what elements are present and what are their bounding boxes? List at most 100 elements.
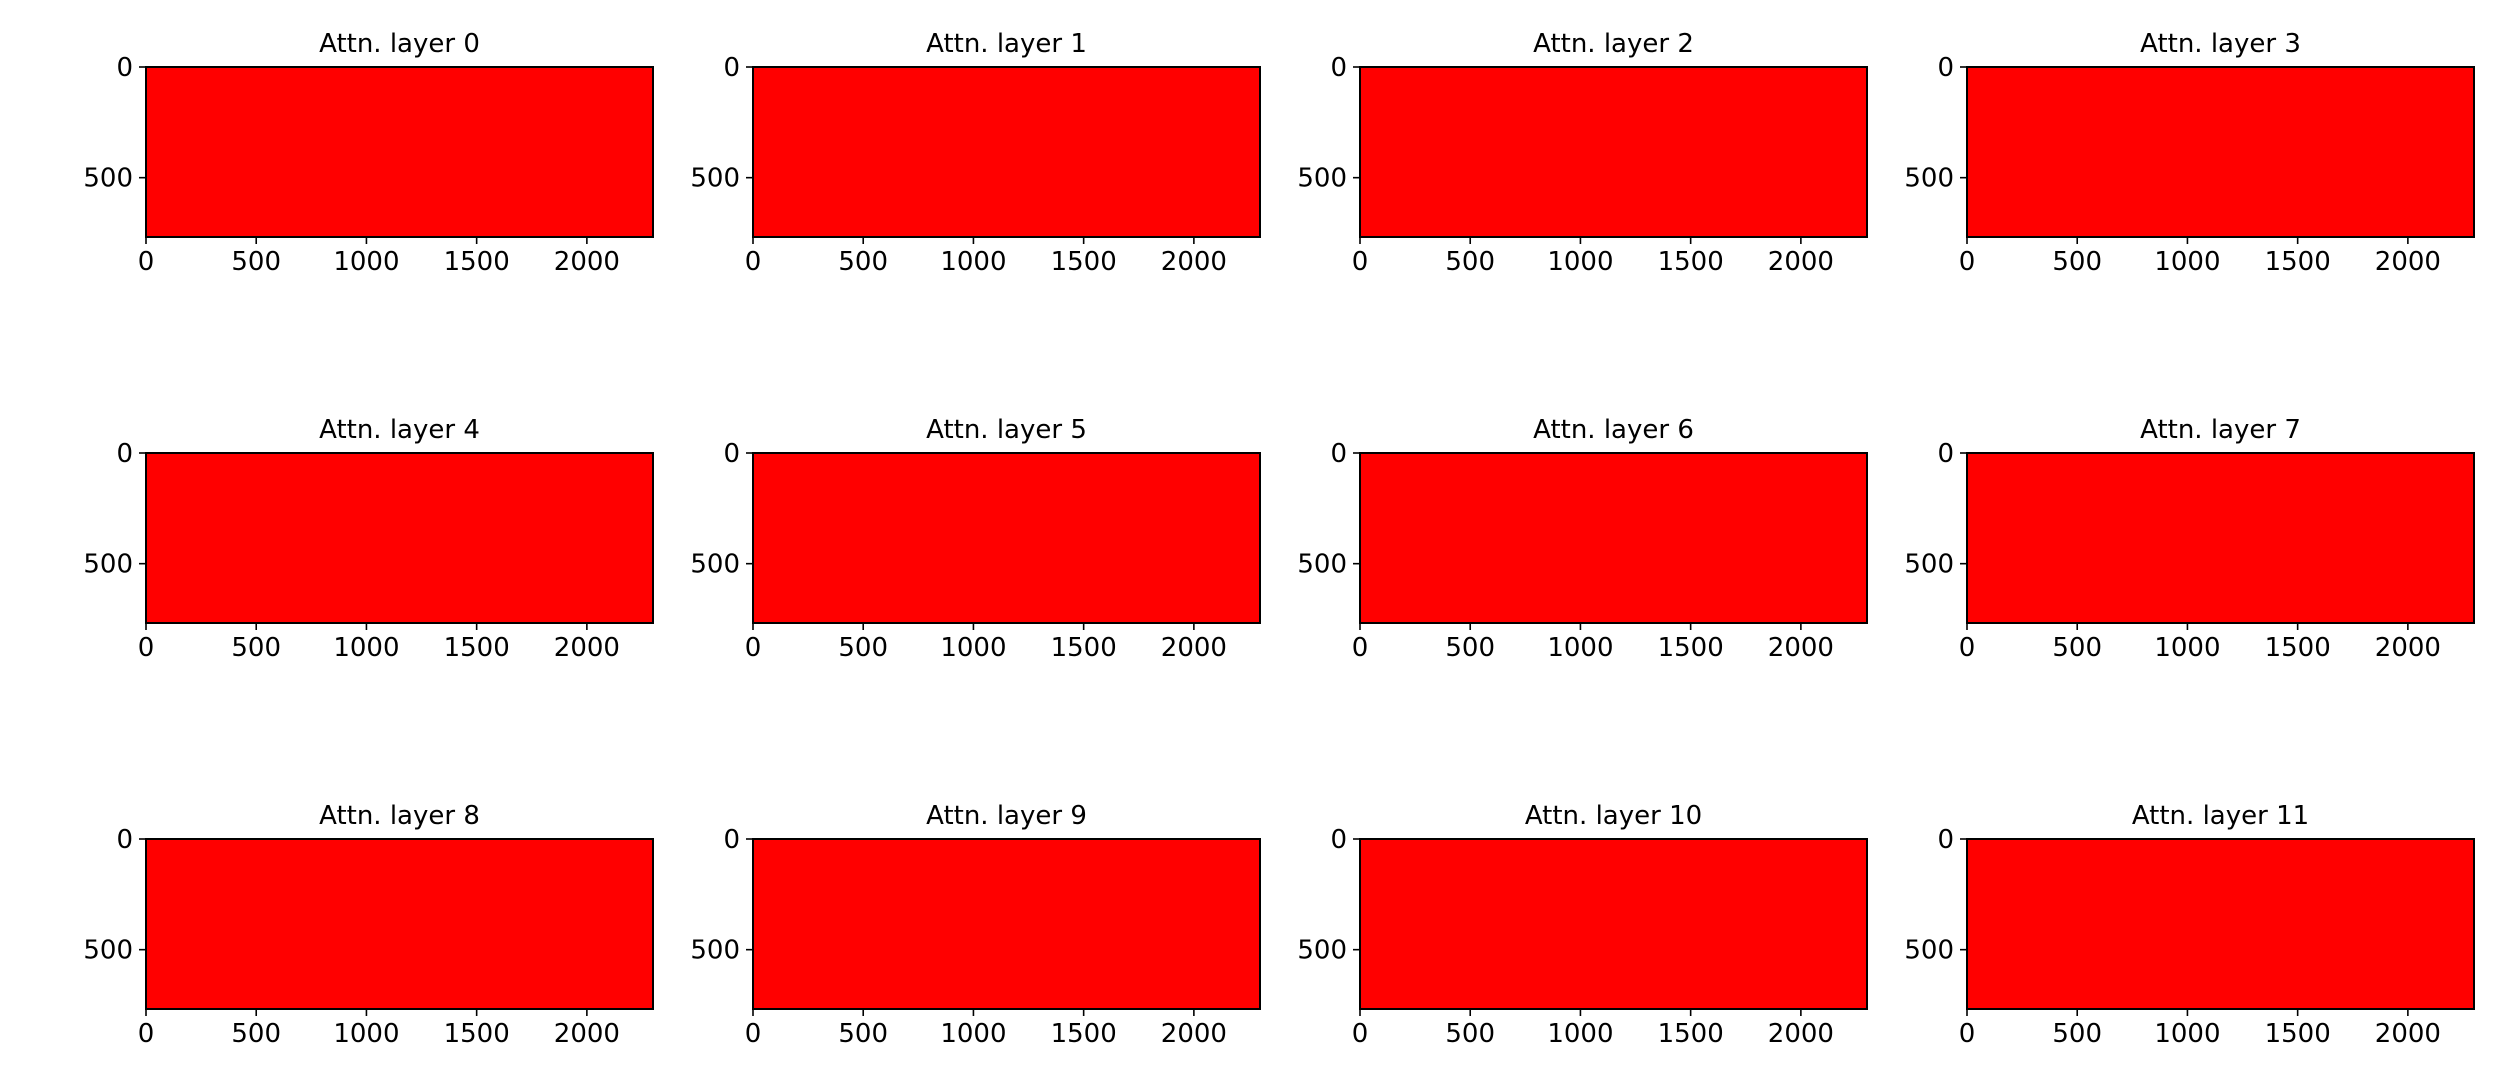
x-tick-label: 1000	[333, 633, 399, 663]
attention-heatmap	[1360, 453, 1867, 623]
x-tick-label: 2000	[1768, 1019, 1834, 1049]
attention-heatmap	[753, 67, 1260, 237]
x-tick-label: 1500	[444, 247, 510, 277]
x-tick-label: 2000	[554, 1019, 620, 1049]
x-tick-label: 500	[231, 247, 281, 277]
x-tick-label: 0	[745, 1019, 762, 1049]
y-tick-label: 0	[1330, 825, 1347, 855]
x-tick-label: 1000	[1547, 633, 1613, 663]
attention-panel-11: Attn. layer 11 0 500 1000 1500 2000 0 500	[1904, 801, 2475, 1049]
y-tick-label: 0	[1330, 53, 1347, 83]
panel-title: Attn. layer 9	[926, 801, 1087, 831]
x-tick-label: 1000	[1547, 247, 1613, 277]
y-tick-label: 0	[1937, 439, 1954, 469]
x-tick-label: 0	[138, 633, 155, 663]
attention-heatmap	[146, 453, 653, 623]
attention-panel-0: Attn. layer 0 0 500 1000 1500 2000 0 500	[83, 29, 654, 277]
attention-panel-10: Attn. layer 10 0 500 1000 1500 2000 0 500	[1297, 801, 1868, 1049]
attention-panel-2: Attn. layer 2 0 500 1000 1500 2000 0 500	[1297, 29, 1868, 277]
x-tick-label: 1500	[1658, 633, 1724, 663]
x-tick-label: 500	[838, 1019, 888, 1049]
attention-panel-4: Attn. layer 4 0 500 1000 1500 2000 0 500	[83, 415, 654, 663]
x-tick-label: 0	[745, 633, 762, 663]
x-tick-label: 0	[1352, 1019, 1369, 1049]
y-tick-label: 500	[83, 550, 133, 580]
panel-title: Attn. layer 3	[2140, 29, 2301, 59]
x-tick-label: 2000	[1161, 247, 1227, 277]
y-tick-label: 500	[690, 164, 740, 194]
x-tick-label: 1500	[444, 1019, 510, 1049]
x-tick-label: 2000	[1768, 633, 1834, 663]
axes-frame	[1359, 452, 1868, 624]
x-tick-label: 2000	[2375, 1019, 2441, 1049]
y-tick-label: 500	[1904, 936, 1954, 966]
x-tick-label: 0	[1352, 247, 1369, 277]
x-tick-label: 0	[1959, 1019, 1976, 1049]
x-tick-label: 500	[2052, 633, 2102, 663]
x-tick-label: 2000	[1161, 633, 1227, 663]
attention-heatmap	[753, 453, 1260, 623]
axes-frame	[752, 838, 1261, 1010]
x-tick-label: 1000	[940, 633, 1006, 663]
attention-panel-6: Attn. layer 6 0 500 1000 1500 2000 0 500	[1297, 415, 1868, 663]
y-tick-label: 0	[1937, 53, 1954, 83]
attention-panel-7: Attn. layer 7 0 500 1000 1500 2000 0 500	[1904, 415, 2475, 663]
attention-heatmap	[1360, 67, 1867, 237]
attention-panel-3: Attn. layer 3 0 500 1000 1500 2000 0 500	[1904, 29, 2475, 277]
panel-title: Attn. layer 8	[319, 801, 480, 831]
axes-frame	[1359, 66, 1868, 238]
y-tick-label: 0	[116, 53, 133, 83]
x-tick-label: 500	[231, 633, 281, 663]
axes-frame	[145, 838, 654, 1010]
attention-panel-1: Attn. layer 1 0 500 1000 1500 2000 0 500	[690, 29, 1261, 277]
attention-heatmap	[146, 67, 653, 237]
x-tick-label: 0	[138, 1019, 155, 1049]
attention-panel-5: Attn. layer 5 0 500 1000 1500 2000 0 500	[690, 415, 1261, 663]
x-tick-label: 1000	[2154, 633, 2220, 663]
attention-heatmap	[1967, 453, 2474, 623]
panel-title: Attn. layer 6	[1533, 415, 1694, 445]
y-tick-label: 500	[1297, 164, 1347, 194]
axes-frame	[1359, 838, 1868, 1010]
x-tick-label: 1500	[1051, 1019, 1117, 1049]
panel-title: Attn. layer 11	[2132, 801, 2309, 831]
x-tick-label: 1500	[2265, 247, 2331, 277]
x-tick-label: 1500	[2265, 1019, 2331, 1049]
attention-panel-8: Attn. layer 8 0 500 1000 1500 2000 0 500	[83, 801, 654, 1049]
x-tick-label: 2000	[554, 247, 620, 277]
y-tick-label: 500	[1297, 550, 1347, 580]
x-tick-label: 1500	[2265, 633, 2331, 663]
x-tick-label: 2000	[2375, 633, 2441, 663]
attention-heatmap	[1967, 839, 2474, 1009]
y-tick-label: 0	[723, 53, 740, 83]
x-tick-label: 1500	[1051, 633, 1117, 663]
x-tick-label: 2000	[1161, 1019, 1227, 1049]
x-tick-label: 500	[1445, 247, 1495, 277]
x-tick-label: 1000	[333, 247, 399, 277]
attention-heatmap	[1360, 839, 1867, 1009]
x-tick-label: 0	[1959, 633, 1976, 663]
attention-panel-9: Attn. layer 9 0 500 1000 1500 2000 0 500	[690, 801, 1261, 1049]
y-tick-label: 500	[83, 936, 133, 966]
x-tick-label: 0	[1959, 247, 1976, 277]
axes-frame	[145, 452, 654, 624]
axes-frame	[752, 66, 1261, 238]
x-tick-label: 1000	[333, 1019, 399, 1049]
panel-title: Attn. layer 1	[926, 29, 1087, 59]
y-tick-label: 500	[1904, 164, 1954, 194]
x-tick-label: 500	[2052, 1019, 2102, 1049]
x-tick-label: 1000	[940, 247, 1006, 277]
y-tick-label: 0	[116, 439, 133, 469]
attention-heatmap	[753, 839, 1260, 1009]
x-tick-label: 500	[231, 1019, 281, 1049]
axes-frame	[1966, 452, 2475, 624]
x-tick-label: 1000	[2154, 1019, 2220, 1049]
x-tick-label: 0	[1352, 633, 1369, 663]
x-tick-label: 2000	[554, 633, 620, 663]
x-tick-label: 1000	[940, 1019, 1006, 1049]
x-tick-label: 500	[838, 247, 888, 277]
x-tick-label: 500	[1445, 1019, 1495, 1049]
axes-frame	[1966, 66, 2475, 238]
y-tick-label: 0	[723, 825, 740, 855]
x-tick-label: 500	[838, 633, 888, 663]
